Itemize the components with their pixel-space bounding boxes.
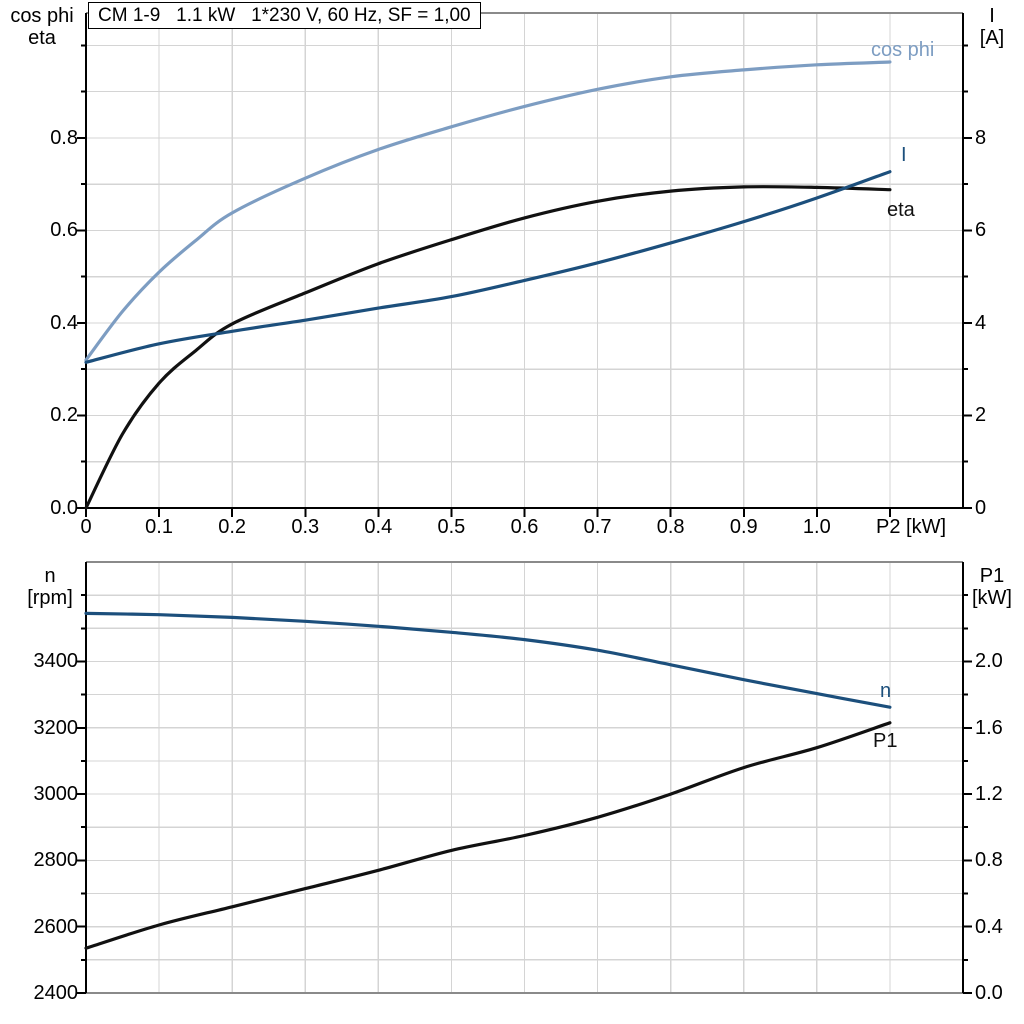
cos-phi-curve-label: cos phi bbox=[871, 39, 935, 61]
bottom-chart-canvas bbox=[77, 561, 972, 994]
x-axis-title: P2 [kW] bbox=[876, 516, 947, 538]
axis-title-line: I bbox=[989, 5, 995, 27]
x-axis-tick-label: 0.1 bbox=[145, 516, 173, 538]
x-axis-tick-label: 0.6 bbox=[510, 516, 539, 538]
left-axis-tick-label: 2600 bbox=[33, 915, 79, 938]
axis-title-line: cos phi bbox=[10, 5, 74, 27]
right-axis-tick-label: 1.2 bbox=[975, 783, 1003, 806]
current-curve-label: I bbox=[901, 144, 907, 166]
right-axis-tick-label: 2 bbox=[975, 404, 987, 427]
i-curve bbox=[84, 170, 892, 364]
speed-curve-label: n bbox=[880, 680, 892, 702]
x-axis-tick-label: 0 bbox=[80, 516, 92, 538]
bottom-chart-left-axis-title: n [rpm] bbox=[10, 565, 90, 609]
left-axis-tick-label: 3200 bbox=[33, 716, 79, 739]
cos-phi-curve bbox=[84, 60, 892, 362]
left-axis-tick-label: 0.8 bbox=[50, 126, 78, 149]
n-curve bbox=[84, 611, 892, 709]
left-axis-tick-label: 2400 bbox=[33, 982, 79, 1004]
right-axis-tick-label: 6 bbox=[975, 219, 987, 242]
right-axis-tick-label: 0.4 bbox=[975, 915, 1003, 938]
bottom-chart-right-axis-title: P1 [kW] bbox=[963, 565, 1021, 609]
x-axis-tick-label: 0.9 bbox=[729, 516, 758, 538]
right-axis-tick-label: 0 bbox=[975, 497, 987, 519]
x-axis-tick-label: 0.4 bbox=[364, 516, 393, 538]
gridlines bbox=[86, 562, 963, 993]
axis-title-line: [kW] bbox=[972, 587, 1012, 609]
right-axis-tick-label: 8 bbox=[975, 126, 987, 149]
left-axis-tick-label: 0.2 bbox=[50, 404, 78, 427]
right-axis-tick-label: 4 bbox=[975, 311, 987, 334]
axis-title-line: eta bbox=[28, 27, 56, 49]
axis-title-line: [A] bbox=[979, 27, 1005, 49]
right-axis-tick-label: 2.0 bbox=[975, 650, 1003, 673]
top-chart-left-axis-title: cos phi eta bbox=[2, 5, 82, 49]
p1-curve bbox=[84, 721, 892, 950]
x-axis-tick-label: 0.2 bbox=[218, 516, 247, 538]
right-axis-tick-label: 0.8 bbox=[975, 849, 1003, 872]
top-chart-canvas bbox=[77, 12, 972, 517]
x-axis-tick-label: 0.7 bbox=[583, 516, 612, 538]
left-axis-tick-label: 0.4 bbox=[50, 311, 78, 334]
left-axis-tick-label: 2800 bbox=[33, 849, 79, 872]
left-axis-tick-label: 0.0 bbox=[50, 497, 78, 519]
right-axis-tick-label: 0.0 bbox=[975, 982, 1003, 1004]
x-axis-tick-label: 1.0 bbox=[802, 516, 831, 538]
plot-frame bbox=[85, 561, 964, 994]
axis-title-line: P1 bbox=[979, 565, 1005, 587]
left-axis-tick-label: 3400 bbox=[33, 650, 79, 673]
axis-title-line: n bbox=[44, 565, 56, 587]
eta-curve-label: eta bbox=[887, 199, 915, 221]
p1-curve-label: P1 bbox=[873, 730, 898, 752]
left-axis-tick-label: 0.6 bbox=[50, 219, 78, 242]
axis-title-line: [rpm] bbox=[27, 587, 73, 609]
top-chart-right-axis-title: I [A] bbox=[963, 5, 1021, 49]
left-axis-tick-label: 3000 bbox=[33, 783, 79, 806]
chart-title: CM 1-9 1.1 kW 1*230 V, 60 Hz, SF = 1,00 bbox=[88, 2, 481, 29]
axis-ticks bbox=[77, 44, 972, 517]
gridlines bbox=[86, 13, 963, 508]
axis-ticks bbox=[77, 594, 972, 994]
eta-curve bbox=[84, 185, 892, 510]
x-axis-tick-label: 0.5 bbox=[437, 516, 466, 538]
right-axis-tick-label: 1.6 bbox=[975, 716, 1003, 739]
x-axis-tick-label: 0.8 bbox=[656, 516, 685, 538]
x-axis-tick-label: 0.3 bbox=[291, 516, 320, 538]
